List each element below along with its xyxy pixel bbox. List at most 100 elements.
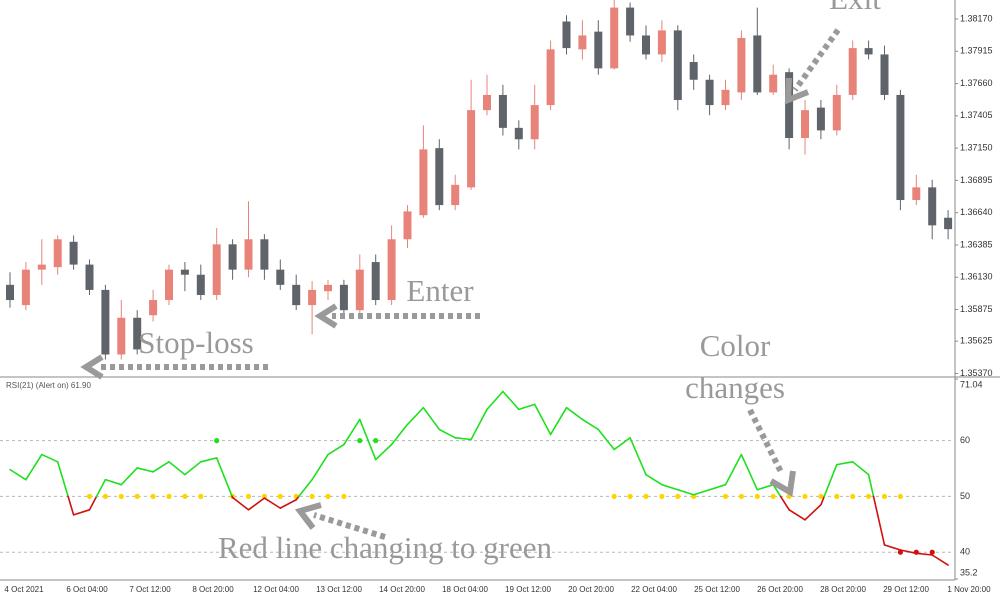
x-tick-label: 29 Oct 12:00 [883, 585, 929, 594]
annotation: Exit [829, 0, 881, 16]
x-tick-label: 12 Oct 04:00 [253, 585, 299, 594]
signal-dot [341, 493, 347, 500]
rsi-segment [899, 549, 918, 555]
candle-body [133, 317, 142, 350]
arrow [313, 512, 386, 540]
signal-dot [277, 493, 283, 500]
candle-body [753, 35, 762, 93]
rsi-segment [883, 544, 902, 551]
rsi-segment [867, 473, 875, 498]
rsi-segment [533, 403, 552, 436]
candle-body [339, 284, 348, 311]
annotation: Enter [406, 273, 474, 308]
rsi-segment [470, 408, 488, 441]
candle-body [37, 264, 46, 270]
rsi-segment [931, 554, 949, 566]
rsi-segment [120, 467, 138, 486]
x-tick-label: 6 Oct 04:00 [66, 585, 108, 594]
rsi-segment [104, 478, 123, 486]
y-tick-label: 71.04 [960, 379, 983, 389]
annotation: changes [685, 370, 785, 405]
candle-body [896, 94, 905, 201]
candle-body [546, 49, 555, 106]
rsi-segment [915, 552, 934, 556]
rsi-segment [779, 495, 790, 511]
arrow-head [769, 470, 796, 497]
signal-dot [643, 493, 649, 500]
y-tick-label: 60 [960, 435, 970, 445]
rsi-segment [835, 461, 854, 466]
x-tick-label: 7 Oct 12:00 [129, 585, 171, 594]
rsi-segment [661, 483, 679, 491]
signal-dot [134, 493, 140, 500]
candle-body [101, 289, 110, 355]
signal-dot [198, 493, 204, 500]
candle-body [944, 217, 953, 230]
rsi-segment [613, 437, 631, 451]
rsi-segment [67, 495, 75, 516]
signal-dot [897, 493, 904, 500]
y-tick-label: 1.35370 [960, 368, 993, 378]
y-tick-label: 1.37405 [960, 110, 993, 120]
x-tick-label: 25 Oct 12:00 [694, 585, 740, 594]
rsi-segment [343, 418, 361, 446]
rsi-segment [692, 488, 711, 496]
y-tick-label: 50 [960, 491, 970, 501]
candle-body [244, 239, 253, 270]
y-tick-label: 1.38170 [960, 13, 993, 23]
candle-body [387, 239, 396, 301]
rsi-segment [88, 495, 98, 511]
candle-body [467, 110, 476, 188]
signal-dot [182, 493, 188, 500]
candle-body [832, 94, 841, 131]
signal-dot [881, 493, 888, 500]
candle-body [292, 284, 301, 306]
rsi-segment [406, 406, 425, 426]
y-tick-label: 1.35625 [960, 336, 993, 346]
rsi-segment [95, 478, 107, 498]
rsi-segment [72, 509, 91, 516]
arrow-head [80, 354, 104, 380]
candle-body [642, 35, 650, 55]
candle-body [689, 62, 698, 80]
rsi-segment [502, 390, 520, 411]
signal-dot [325, 493, 331, 500]
rsi-segment [645, 473, 663, 486]
annotation: Color [700, 328, 771, 363]
rsi-segment [40, 453, 59, 463]
candle-body [85, 264, 94, 290]
rsi-segment [152, 461, 170, 473]
candle-body [848, 48, 857, 95]
rsi-segment [565, 406, 584, 421]
rsi-segment [438, 428, 457, 439]
candle-body [6, 284, 14, 301]
annotation: Red line changing to green [218, 530, 553, 565]
x-tick-label: 19 Oct 12:00 [505, 585, 551, 594]
candle-body [785, 72, 794, 138]
annotation-arrows [80, 28, 841, 540]
rsi-segment [263, 497, 282, 509]
x-tick-label: 4 Oct 2021 [4, 585, 44, 594]
signal-dot [850, 493, 856, 500]
x-tick-label: 1 Nov 20:00 [947, 585, 991, 594]
rsi-segment [740, 453, 759, 491]
x-tick-label: 20 Oct 20:00 [568, 585, 614, 594]
y-tick-label: 1.36130 [960, 272, 993, 282]
y-tick-label: 1.35875 [960, 304, 993, 314]
x-tick-label: 22 Oct 04:00 [631, 585, 677, 594]
candle-body [371, 262, 380, 301]
candle-body [228, 244, 237, 270]
rsi-segment [374, 443, 393, 461]
candle-body [498, 94, 507, 128]
rsi-segment [676, 488, 695, 496]
signal-dot [722, 493, 729, 500]
rsi-segment [56, 461, 69, 498]
signal-dot [373, 438, 379, 444]
signal-dot [166, 493, 172, 500]
rsi-segment [756, 483, 775, 491]
rsi-segment [597, 428, 616, 451]
signal-dot [214, 438, 220, 444]
signal-dot [118, 493, 124, 500]
candle-body [737, 37, 746, 93]
candle-body [196, 274, 205, 295]
